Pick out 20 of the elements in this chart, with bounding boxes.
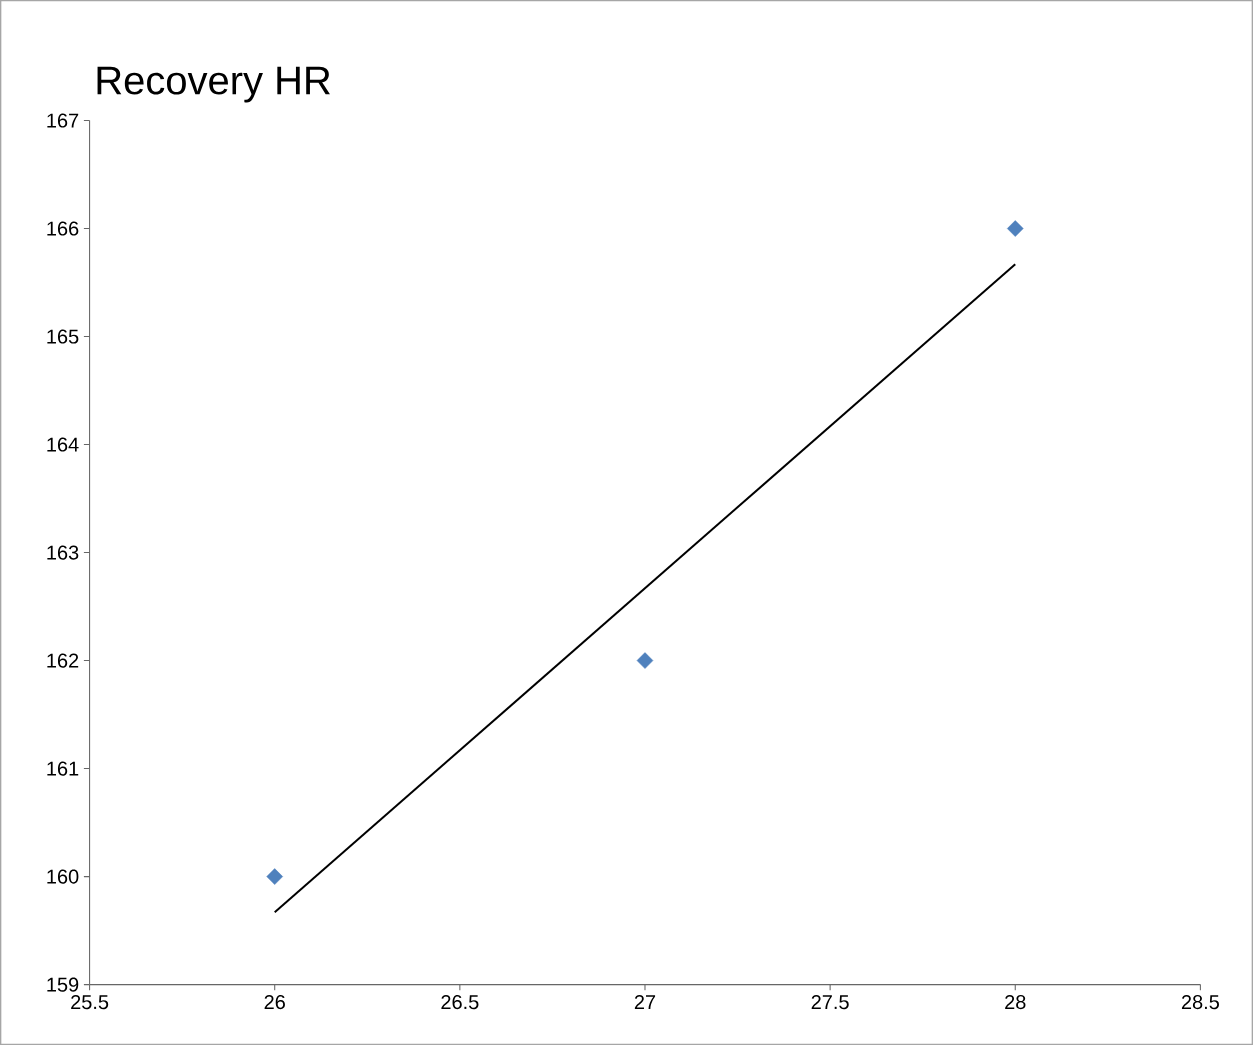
y-tick-label: 165 bbox=[47, 329, 79, 344]
x-tick-label: 26.5 bbox=[441, 994, 479, 1010]
x-tick-label: 28.5 bbox=[1181, 994, 1219, 1010]
point bbox=[636, 652, 654, 669]
point bbox=[1007, 220, 1024, 237]
x-tick-label: 26 bbox=[264, 994, 285, 1010]
y-tick-label: 160 bbox=[47, 869, 79, 884]
y-tick-label: 161 bbox=[47, 761, 79, 776]
x-tick-label: 27 bbox=[634, 994, 656, 1009]
point bbox=[266, 868, 283, 885]
chart-title: Recovery HR bbox=[97, 66, 330, 103]
y-tick-label: 159 bbox=[47, 977, 79, 992]
x-tick-label: 27.5 bbox=[811, 994, 849, 1010]
y-tick-label: 162 bbox=[47, 653, 79, 668]
x-tick-label: 28 bbox=[1005, 994, 1026, 1010]
y-tick-label: 163 bbox=[47, 545, 79, 560]
y-tick-label: 164 bbox=[47, 437, 79, 452]
y-tick-label: 167 bbox=[47, 113, 79, 128]
x-tick-label: 25.5 bbox=[71, 994, 109, 1010]
y-tick-label: 166 bbox=[47, 221, 79, 236]
